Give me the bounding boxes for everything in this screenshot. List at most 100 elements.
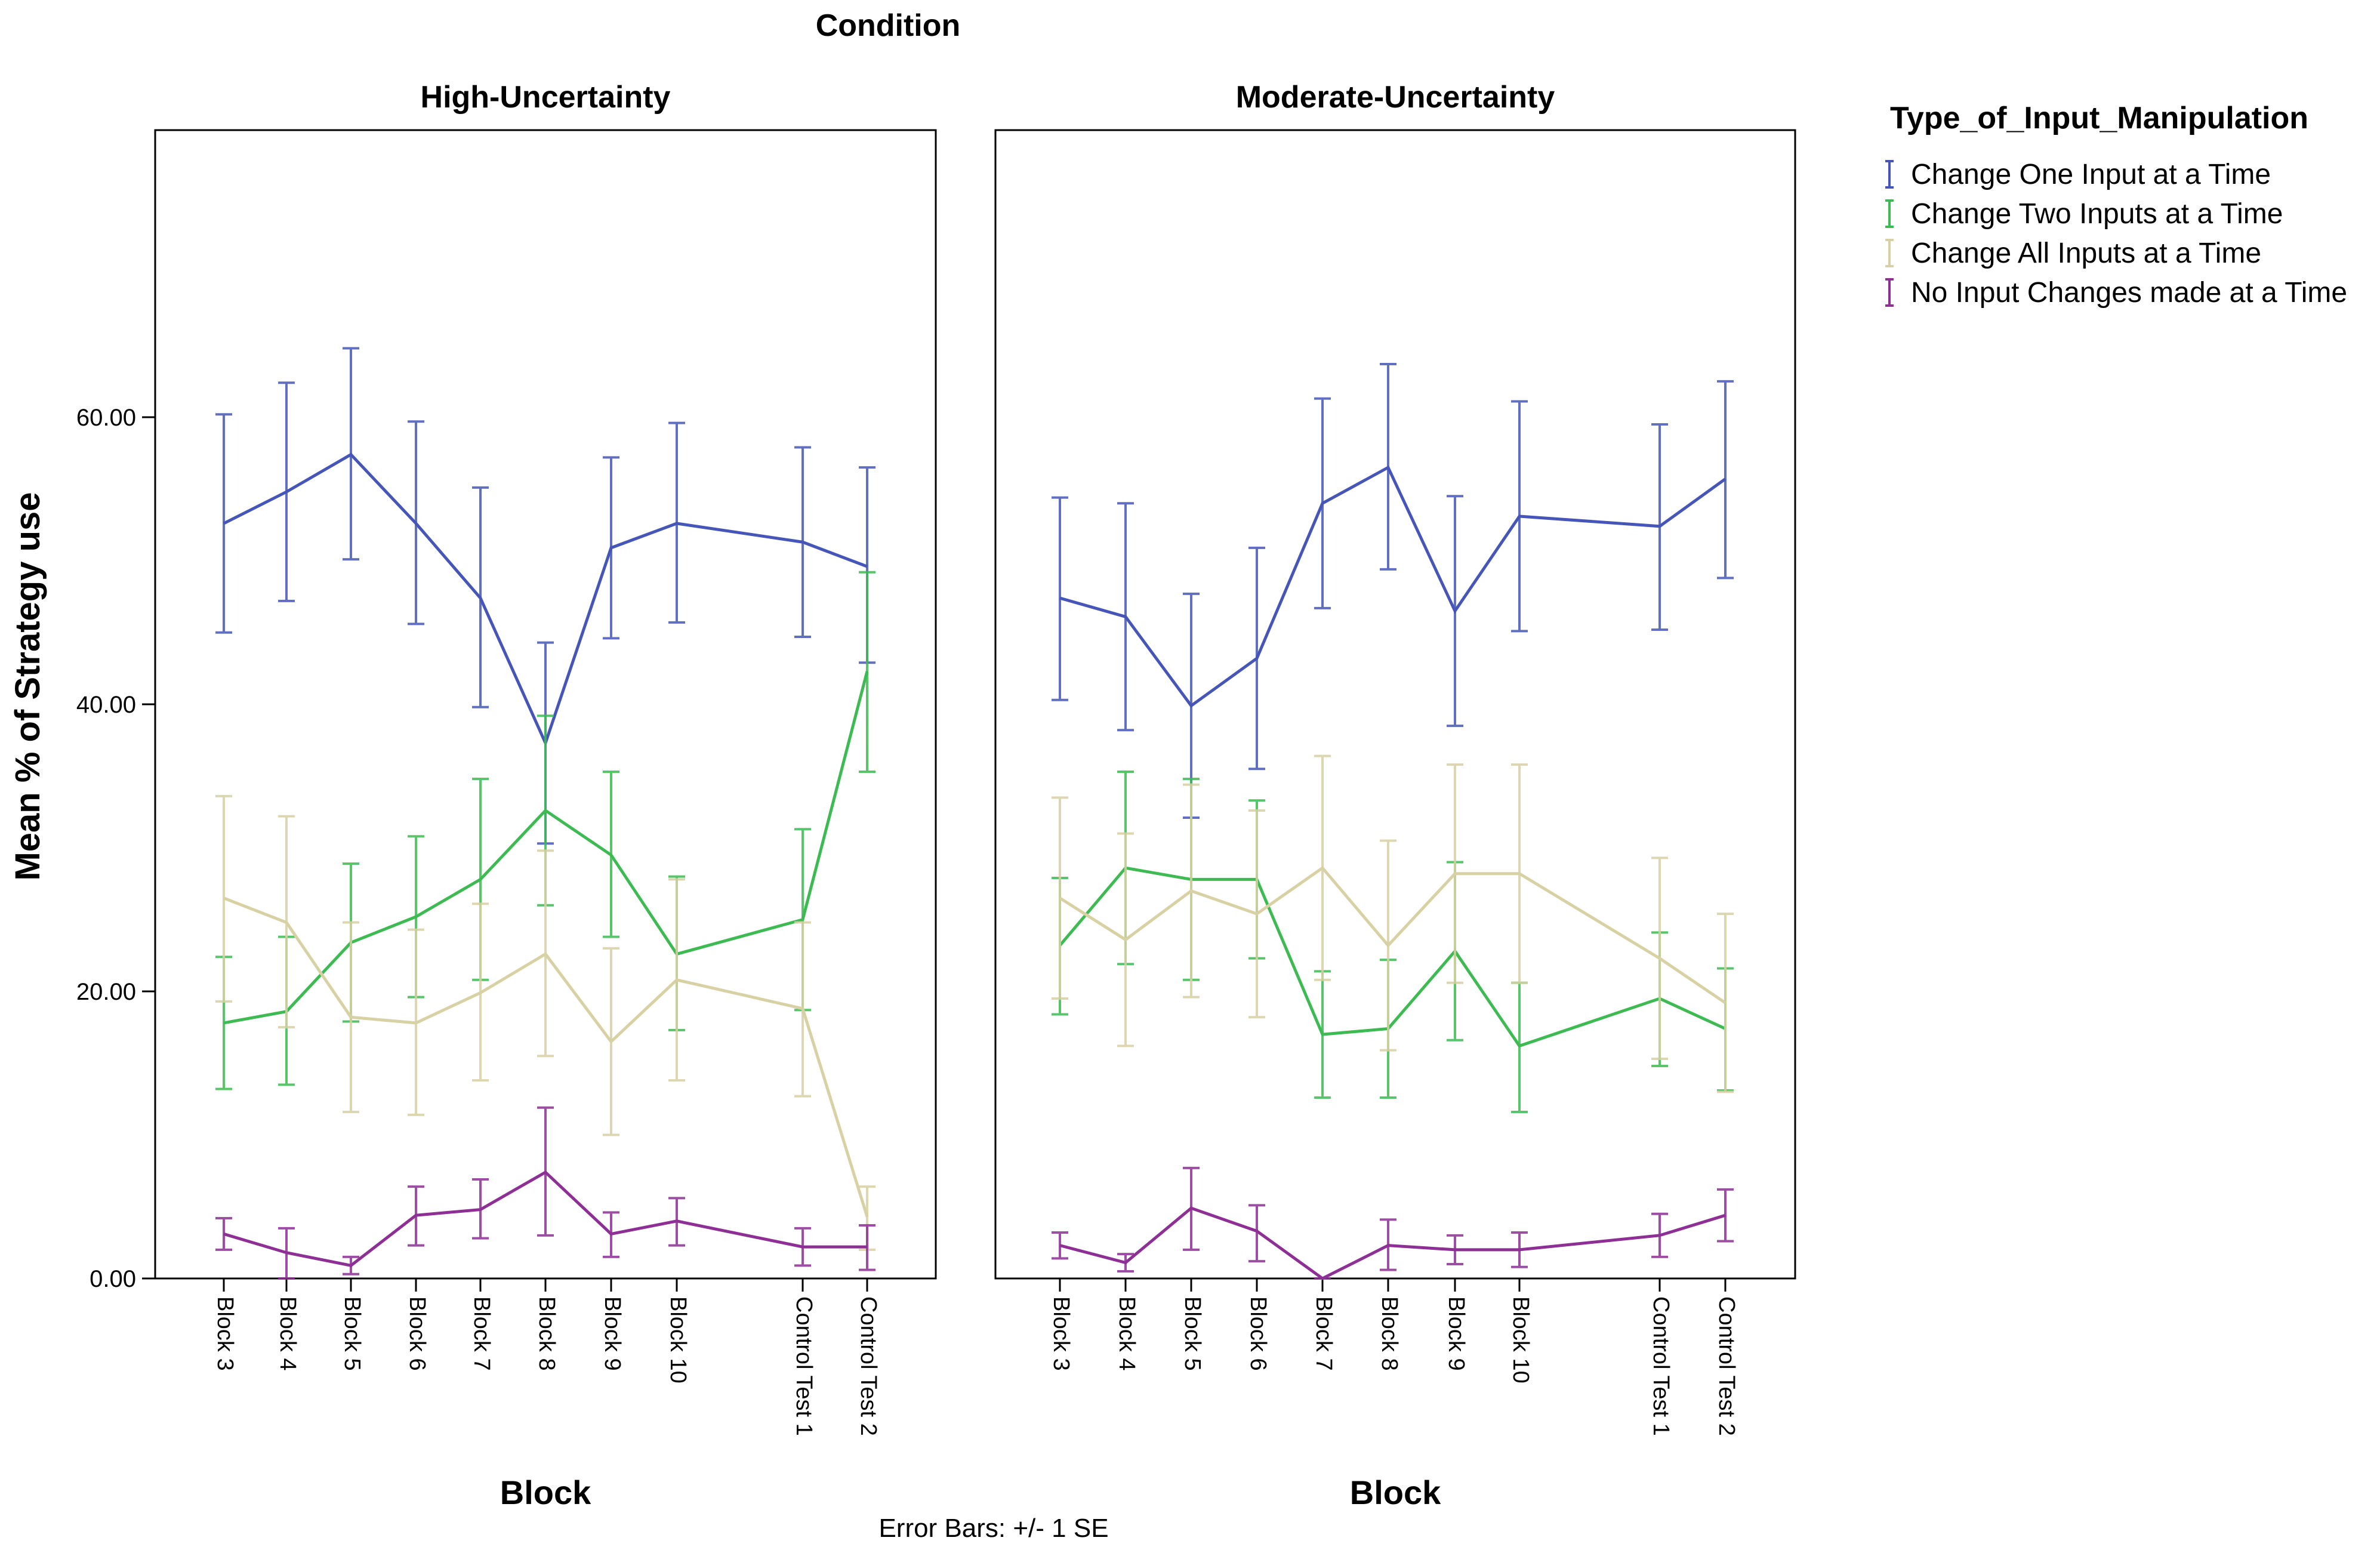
error-bar — [668, 878, 685, 1082]
x-tick-label: Block 7 — [1311, 1296, 1336, 1371]
chart-panels: 0.00 20.00 40.00 60.00 High-Uncertainty Block… — [76, 80, 1796, 1511]
x-tick-label: Block 8 — [1377, 1296, 1402, 1371]
series-3 — [1052, 754, 1734, 1093]
series-4 — [215, 1106, 875, 1280]
series-line — [1059, 866, 1727, 1048]
error-bar — [668, 421, 685, 624]
y-tick-label: 40.00 — [76, 692, 136, 718]
error-bar — [1248, 546, 1265, 771]
x-tick-label: Control Test 1 — [791, 1296, 816, 1436]
error-bar — [1052, 796, 1068, 1000]
legend: Type_of_Input_Manipulation Change One Inp… — [1885, 101, 2347, 309]
error-bar — [1117, 502, 1134, 732]
x-tick-label: Block 4 — [1114, 1296, 1139, 1371]
panel-frame — [994, 129, 1796, 1280]
error-bar — [859, 1224, 875, 1271]
x-tick-label: Block 10 — [1508, 1296, 1533, 1384]
x-tick-label: Block 4 — [275, 1296, 300, 1371]
error-bar — [859, 571, 875, 774]
legend-label: Change One Input at a Time — [1911, 159, 2271, 190]
error-bar — [1651, 423, 1668, 631]
error-bar — [1380, 1218, 1396, 1271]
x-tick-label: Block 9 — [600, 1296, 625, 1371]
legend-item: Change Two Inputs at a Time — [1885, 198, 2283, 230]
y-axis-label: Mean % of Strategy use — [8, 492, 47, 880]
series-3 — [215, 794, 875, 1251]
error-bar — [1447, 495, 1463, 728]
series-line — [223, 1170, 867, 1268]
series-4 — [1052, 1166, 1734, 1280]
x-tick-label: Block 5 — [1180, 1296, 1205, 1371]
x-tick-label: Block 3 — [1049, 1296, 1074, 1371]
error-bar — [278, 381, 295, 602]
error-bar — [794, 921, 811, 1098]
error-bar — [278, 1227, 295, 1280]
error-bar — [1511, 763, 1528, 984]
error-bar — [215, 794, 232, 1003]
error-bar — [343, 921, 359, 1114]
x-axis-label: Block — [500, 1474, 591, 1511]
error-bar — [278, 815, 295, 1029]
error-bar — [1717, 913, 1734, 1093]
error-bar — [1183, 1166, 1200, 1251]
error-bar — [668, 1197, 685, 1247]
error-bar — [1183, 783, 1200, 999]
error-bar — [537, 1106, 554, 1237]
error-bar — [1117, 832, 1134, 1047]
x-tick-label: Block 7 — [469, 1296, 494, 1371]
x-tick-label: Block 10 — [665, 1296, 690, 1384]
error-bar — [408, 420, 424, 626]
legend-item: Change One Input at a Time — [1885, 159, 2271, 190]
error-bar — [408, 1185, 424, 1247]
error-bar — [1380, 363, 1396, 571]
series-line — [1059, 865, 1727, 1005]
error-bar — [1511, 981, 1528, 1114]
series-line — [223, 671, 869, 1025]
chart-supertitle: Condition — [816, 8, 961, 43]
series-1 — [1052, 363, 1734, 819]
error-bar — [1248, 809, 1265, 1019]
error-bar — [1380, 839, 1396, 1052]
error-bar — [343, 347, 359, 561]
x-tick-label: Block 5 — [340, 1296, 365, 1371]
legend-label: Change Two Inputs at a Time — [1911, 198, 2283, 230]
series-line — [1059, 1206, 1726, 1280]
error-bar — [472, 486, 489, 708]
panel-title: High-Uncertainty — [421, 80, 671, 115]
error-bar — [215, 413, 232, 634]
error-bar — [1314, 754, 1331, 981]
error-bar — [1651, 856, 1668, 1061]
x-tick-label: Control Test 2 — [1714, 1296, 1739, 1436]
error-bar — [1511, 400, 1528, 633]
y-tick-label: 20.00 — [76, 979, 136, 1005]
legend-item: Change All Inputs at a Time — [1885, 238, 2261, 269]
y-tick-label: 0.00 — [90, 1266, 136, 1292]
error-bar — [215, 1216, 232, 1251]
series-line — [223, 896, 869, 1218]
panel-high-uncertainty: High-Uncertainty Block 3 Block 4 Block 5 Blo… — [154, 80, 937, 1511]
error-bar — [472, 902, 489, 1082]
legend-item: No Input Changes made at a Time — [1885, 277, 2347, 309]
error-bar — [603, 947, 619, 1136]
error-bar — [1052, 1231, 1068, 1260]
error-bar — [603, 456, 619, 640]
series-line — [1059, 465, 1727, 708]
x-tick-label: Block 6 — [1246, 1296, 1271, 1371]
error-bar — [794, 1227, 811, 1267]
y-axis: 0.00 20.00 40.00 60.00 — [76, 405, 155, 1292]
x-tick-label: Block 3 — [212, 1296, 238, 1371]
x-tick-label: Block 8 — [534, 1296, 559, 1371]
error-bar-note: Error Bars: +/- 1 SE — [878, 1514, 1108, 1543]
legend-label: No Input Changes made at a Time — [1911, 277, 2347, 309]
error-bar — [1511, 1231, 1528, 1268]
error-bar — [1651, 1212, 1668, 1258]
panel-moderate-uncertainty: Moderate-Uncertainty Block 3 Block 4 Block … — [994, 80, 1796, 1511]
legend-label: Change All Inputs at a Time — [1911, 238, 2261, 269]
error-bar — [603, 771, 619, 938]
error-bar — [1447, 1234, 1463, 1265]
x-tick-label: Control Test 2 — [856, 1296, 881, 1436]
x-tick-label: Block 6 — [405, 1296, 430, 1371]
x-tick-label: Block 9 — [1444, 1296, 1469, 1371]
error-bar — [472, 1178, 489, 1240]
error-bar — [537, 849, 554, 1058]
